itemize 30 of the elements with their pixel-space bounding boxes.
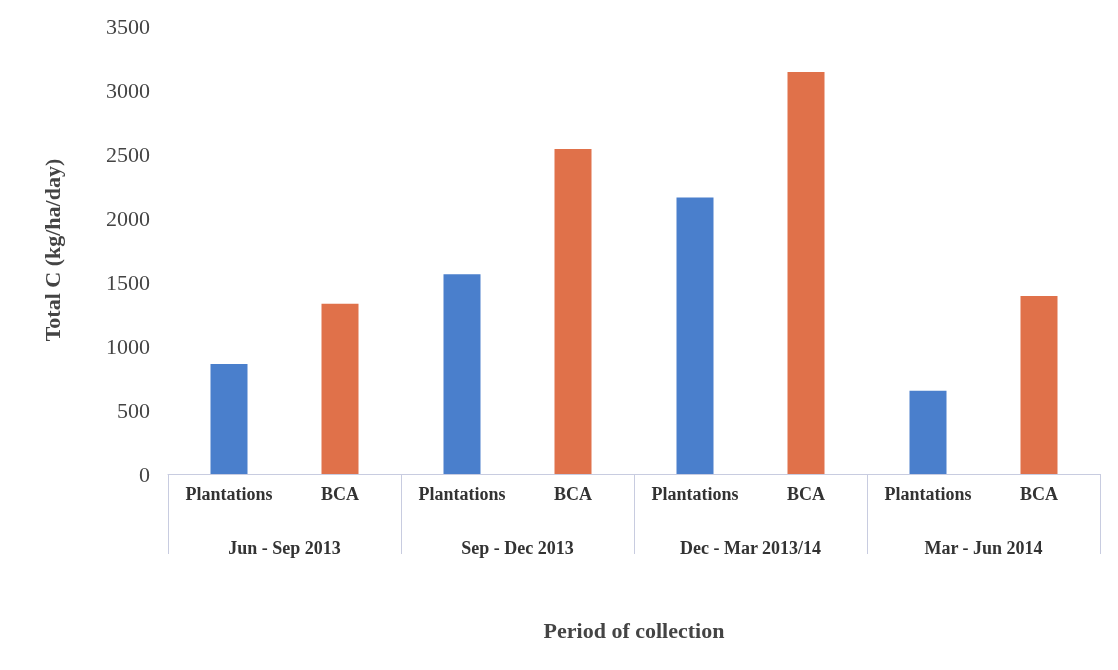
series-label: BCA bbox=[320, 484, 360, 504]
y-tick-label: 3000 bbox=[106, 77, 150, 103]
text: Plantations bbox=[884, 484, 972, 504]
bar bbox=[1020, 296, 1058, 474]
text: BCA bbox=[1019, 484, 1059, 504]
bar bbox=[676, 197, 714, 474]
y-tick-label: 1500 bbox=[106, 269, 150, 295]
x-tick-label: Jun - Sep 2013 bbox=[228, 538, 341, 558]
text: BCA bbox=[553, 484, 593, 504]
y-tick-label: 2000 bbox=[106, 205, 150, 231]
x-tick-label: Dec - Mar 2013/14 bbox=[679, 538, 822, 558]
y-tick-label: 2500 bbox=[106, 141, 150, 167]
bar bbox=[554, 148, 592, 474]
y-axis-title: Total C (kg/ha/day) bbox=[39, 158, 65, 342]
bar bbox=[321, 303, 359, 474]
bar bbox=[443, 274, 481, 474]
series-label: Plantations bbox=[185, 484, 273, 504]
y-tick-label: 500 bbox=[117, 397, 150, 423]
y-tick-label: 3500 bbox=[106, 13, 150, 39]
text: BCA bbox=[786, 484, 826, 504]
bar bbox=[909, 390, 947, 474]
y-tick-label: 1000 bbox=[106, 333, 150, 359]
x-axis-title: Period of collection bbox=[543, 617, 725, 643]
x-tick-label: Mar - Jun 2014 bbox=[924, 538, 1043, 558]
text: Plantations bbox=[418, 484, 506, 504]
bar bbox=[787, 72, 825, 474]
y-tick-label: 0 bbox=[139, 461, 150, 487]
x-tick-label: Sep - Dec 2013 bbox=[461, 538, 574, 558]
bar bbox=[210, 363, 248, 474]
text: Plantations bbox=[651, 484, 739, 504]
